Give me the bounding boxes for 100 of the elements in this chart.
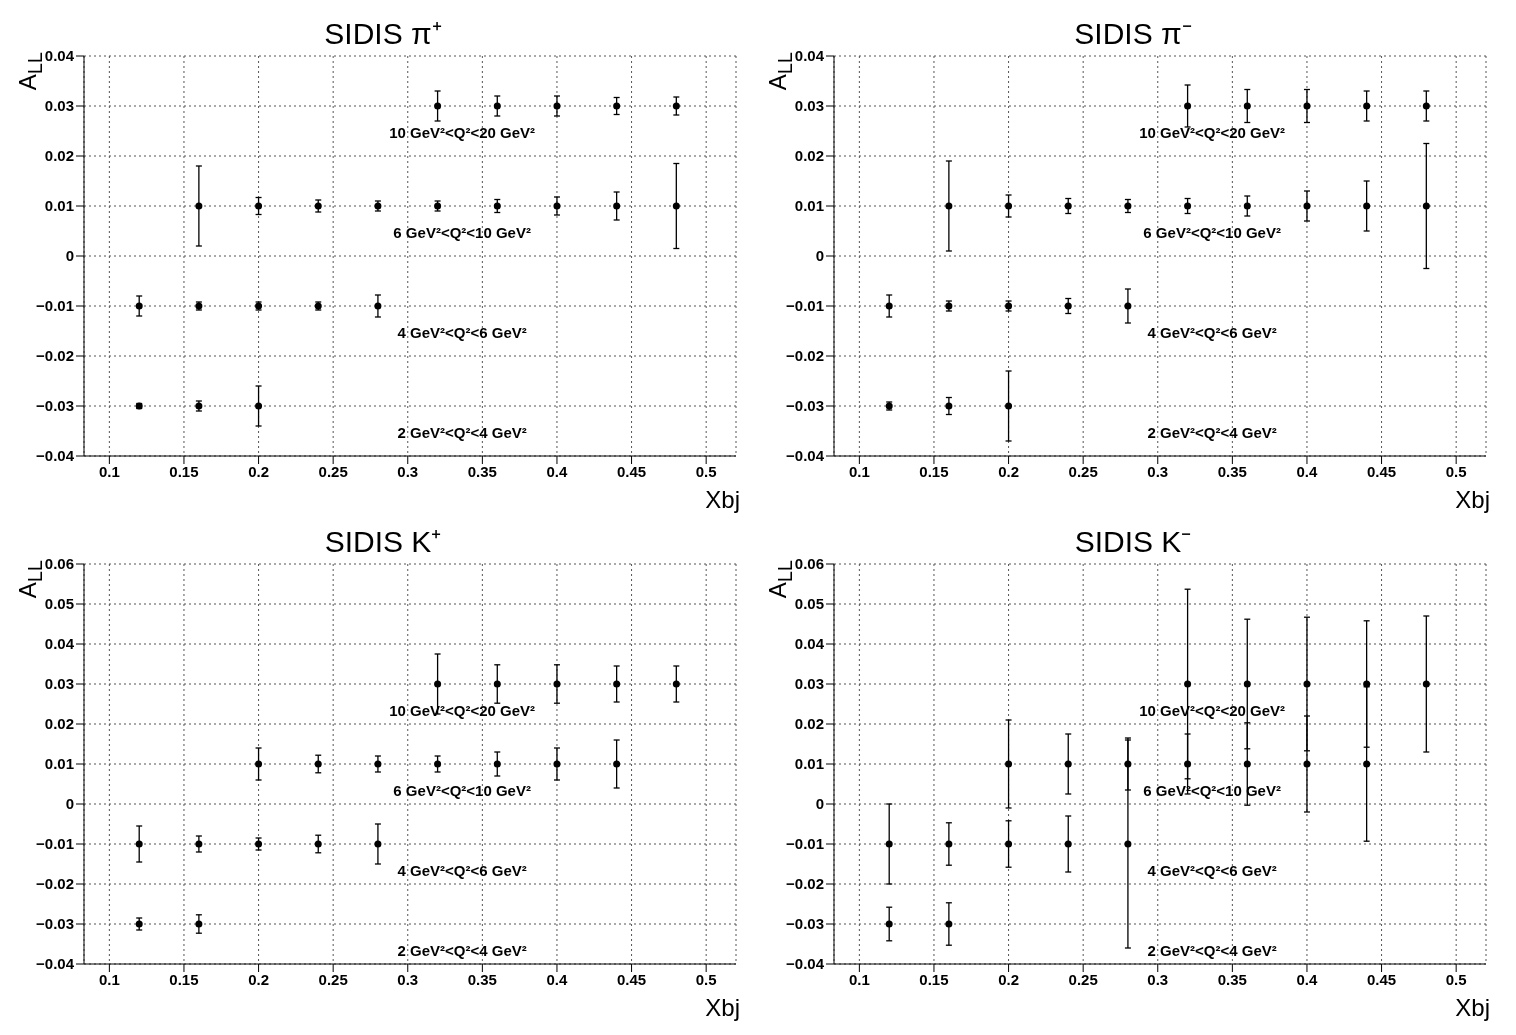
point — [1064, 202, 1072, 210]
point — [1303, 680, 1311, 688]
point — [613, 760, 621, 768]
point — [374, 302, 382, 310]
x-tick-label: 0.2 — [248, 462, 269, 480]
point — [553, 680, 561, 688]
x-tick-label: 0.2 — [248, 970, 269, 988]
y-tick-label: 0.06 — [794, 555, 824, 573]
point — [1422, 202, 1430, 210]
x-tick-label: 0.1 — [98, 462, 120, 480]
point — [1124, 840, 1132, 848]
x-axis-title: Xbj — [705, 486, 740, 514]
y-tick-label: 0 — [65, 795, 74, 813]
annotation: 4 GeV²<Q²<6 GeV² — [397, 324, 527, 341]
y-tick-label: 0.04 — [794, 635, 825, 653]
y-tick-label: 0.04 — [44, 47, 75, 65]
y-tick-label: −0.04 — [786, 447, 825, 465]
point — [1124, 302, 1132, 310]
point — [945, 202, 953, 210]
point — [1422, 680, 1430, 688]
point — [1303, 202, 1311, 210]
point — [1005, 840, 1013, 848]
annotation: 6 GeV²<Q²<10 GeV² — [393, 224, 531, 241]
y-tick-label: −0.04 — [36, 955, 75, 973]
point — [1184, 102, 1192, 110]
y-tick-label: −0.03 — [36, 397, 74, 415]
x-tick-label: 0.5 — [695, 970, 717, 988]
point — [672, 680, 680, 688]
x-tick-label: 0.4 — [546, 462, 569, 480]
x-tick-label: 0.3 — [1147, 970, 1169, 988]
x-axis-title: Xbj — [1455, 994, 1490, 1022]
x-axis-title: Xbj — [705, 994, 740, 1022]
point — [493, 680, 501, 688]
chart-title: SIDIS π⁺ — [324, 17, 442, 50]
point — [374, 760, 382, 768]
y-tick-label: 0.04 — [44, 635, 75, 653]
x-tick-label: 0.3 — [397, 970, 419, 988]
point — [434, 102, 442, 110]
x-tick-label: 0.1 — [848, 970, 870, 988]
point — [945, 920, 953, 928]
chart-title: SIDIS π⁻ — [1074, 17, 1192, 50]
x-tick-label: 0.35 — [1217, 970, 1247, 988]
point — [255, 202, 263, 210]
annotation: 4 GeV²<Q²<6 GeV² — [1147, 862, 1277, 879]
point — [434, 680, 442, 688]
point — [945, 840, 953, 848]
y-tick-label: 0.03 — [794, 675, 824, 693]
point — [613, 680, 621, 688]
point — [553, 102, 561, 110]
annotation: 2 GeV²<Q²<4 GeV² — [397, 942, 527, 959]
point — [1184, 680, 1192, 688]
y-tick-label: 0.01 — [44, 755, 74, 773]
point — [1303, 102, 1311, 110]
point — [1303, 760, 1311, 768]
annotation: 10 GeV²<Q²<20 GeV² — [1139, 124, 1286, 141]
y-tick-label: 0.03 — [794, 97, 824, 115]
x-tick-label: 0.45 — [616, 462, 647, 480]
x-tick-label: 0.35 — [467, 970, 497, 988]
point — [255, 402, 263, 410]
chart-title: SIDIS K⁺ — [324, 525, 442, 558]
y-tick-label: −0.03 — [36, 915, 74, 933]
point — [1184, 202, 1192, 210]
x-tick-label: 0.3 — [1147, 462, 1169, 480]
x-tick-label: 0.45 — [1366, 462, 1397, 480]
y-tick-label: 0.01 — [794, 755, 824, 773]
point — [672, 202, 680, 210]
point — [195, 840, 203, 848]
point — [493, 760, 501, 768]
x-tick-label: 0.4 — [546, 970, 569, 988]
annotation: 6 GeV²<Q²<10 GeV² — [393, 782, 531, 799]
x-axis-title: Xbj — [1455, 486, 1490, 514]
x-tick-label: 0.25 — [318, 970, 348, 988]
point — [553, 202, 561, 210]
annotation: 2 GeV²<Q²<4 GeV² — [397, 424, 527, 441]
point — [945, 402, 953, 410]
point — [1422, 102, 1430, 110]
annotation: 6 GeV²<Q²<10 GeV² — [1143, 224, 1281, 241]
annotation: 2 GeV²<Q²<4 GeV² — [1147, 942, 1277, 959]
point — [1124, 760, 1132, 768]
y-tick-label: 0.01 — [794, 197, 824, 215]
x-tick-label: 0.4 — [1296, 970, 1319, 988]
y-tick-label: −0.04 — [36, 447, 75, 465]
y-tick-label: 0.01 — [44, 197, 74, 215]
point — [1064, 302, 1072, 310]
y-tick-label: −0.03 — [786, 915, 824, 933]
x-tick-label: 0.5 — [695, 462, 717, 480]
x-tick-label: 0.35 — [1217, 462, 1247, 480]
point — [1243, 680, 1251, 688]
point — [1005, 760, 1013, 768]
point — [553, 760, 561, 768]
y-tick-label: −0.02 — [786, 347, 824, 365]
x-tick-label: 0.1 — [98, 970, 120, 988]
y-tick-label: 0.03 — [44, 97, 74, 115]
y-tick-label: −0.02 — [36, 347, 74, 365]
point — [493, 102, 501, 110]
x-tick-label: 0.45 — [616, 970, 647, 988]
y-tick-label: 0.03 — [44, 675, 74, 693]
y-tick-label: 0.04 — [794, 47, 825, 65]
point — [672, 102, 680, 110]
x-tick-label: 0.15 — [919, 462, 949, 480]
